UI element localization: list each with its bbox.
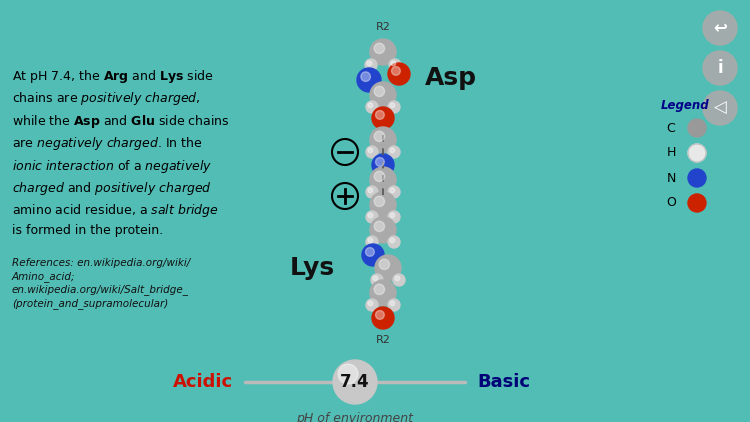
Circle shape xyxy=(368,148,373,153)
Circle shape xyxy=(374,196,385,206)
Circle shape xyxy=(366,186,378,198)
Circle shape xyxy=(338,364,358,384)
Circle shape xyxy=(374,131,385,141)
Circle shape xyxy=(376,157,384,166)
Circle shape xyxy=(372,154,394,176)
Circle shape xyxy=(370,167,396,193)
Circle shape xyxy=(390,213,394,218)
Text: References: en.wikipedia.org/wiki/
Amino_acid;
en.wikipedia.org/wiki/Salt_bridge: References: en.wikipedia.org/wiki/ Amino… xyxy=(12,258,190,309)
Text: i: i xyxy=(717,59,723,77)
Circle shape xyxy=(373,276,378,281)
Circle shape xyxy=(357,68,381,92)
Circle shape xyxy=(388,236,400,248)
Circle shape xyxy=(688,144,706,162)
Text: ◁: ◁ xyxy=(714,99,726,117)
Circle shape xyxy=(367,61,372,66)
Circle shape xyxy=(688,119,706,137)
Text: Acidic: Acidic xyxy=(172,373,233,391)
Circle shape xyxy=(389,59,401,71)
Circle shape xyxy=(370,280,396,306)
Text: R2: R2 xyxy=(376,335,391,345)
Circle shape xyxy=(376,311,384,319)
Circle shape xyxy=(368,188,373,193)
Circle shape xyxy=(366,211,378,223)
Circle shape xyxy=(388,211,400,223)
Circle shape xyxy=(368,213,373,218)
Circle shape xyxy=(392,67,400,75)
Circle shape xyxy=(388,101,400,113)
Circle shape xyxy=(380,259,389,270)
Circle shape xyxy=(703,51,737,85)
Circle shape xyxy=(374,43,385,54)
Circle shape xyxy=(365,59,377,71)
Circle shape xyxy=(366,101,378,113)
Text: R2: R2 xyxy=(376,22,391,32)
Circle shape xyxy=(370,39,396,65)
Circle shape xyxy=(368,238,373,243)
Circle shape xyxy=(370,82,396,108)
Circle shape xyxy=(390,301,394,306)
Circle shape xyxy=(395,276,400,281)
Text: Asp: Asp xyxy=(425,66,477,90)
Circle shape xyxy=(333,360,377,404)
Text: Lys: Lys xyxy=(290,256,335,280)
Text: ↩: ↩ xyxy=(713,19,727,37)
Circle shape xyxy=(388,299,400,311)
Circle shape xyxy=(371,274,383,286)
Text: At pH 7.4, the $\mathbf{Arg}$ and $\mathbf{Lys}$ side
chains are $\mathbf{\mathi: At pH 7.4, the $\mathbf{Arg}$ and $\math… xyxy=(12,68,229,237)
Circle shape xyxy=(375,255,401,281)
Circle shape xyxy=(366,146,378,158)
Text: O: O xyxy=(666,197,676,209)
Circle shape xyxy=(390,103,394,108)
Circle shape xyxy=(368,103,373,108)
Circle shape xyxy=(366,236,378,248)
Text: Legend: Legend xyxy=(661,99,710,112)
Circle shape xyxy=(361,72,370,81)
Circle shape xyxy=(365,248,374,256)
Circle shape xyxy=(376,111,384,119)
Circle shape xyxy=(688,169,706,187)
Circle shape xyxy=(374,86,385,97)
Circle shape xyxy=(390,238,394,243)
Text: H: H xyxy=(666,146,676,160)
Circle shape xyxy=(688,194,706,212)
Text: Basic: Basic xyxy=(477,373,530,391)
Circle shape xyxy=(370,127,396,153)
Circle shape xyxy=(374,171,385,181)
Circle shape xyxy=(388,186,400,198)
Circle shape xyxy=(372,107,394,129)
Circle shape xyxy=(703,91,737,125)
Circle shape xyxy=(393,274,405,286)
Circle shape xyxy=(391,61,396,66)
Circle shape xyxy=(703,11,737,45)
Circle shape xyxy=(388,146,400,158)
Circle shape xyxy=(370,217,396,243)
Circle shape xyxy=(390,188,394,193)
Circle shape xyxy=(368,301,373,306)
Text: pH of environment: pH of environment xyxy=(296,412,413,422)
Circle shape xyxy=(374,284,385,295)
Text: N: N xyxy=(666,171,676,184)
Circle shape xyxy=(370,192,396,218)
Circle shape xyxy=(390,148,394,153)
Circle shape xyxy=(372,307,394,329)
Text: C: C xyxy=(667,122,675,135)
Circle shape xyxy=(388,63,410,85)
Circle shape xyxy=(374,221,385,232)
Text: 7.4: 7.4 xyxy=(340,373,370,391)
Circle shape xyxy=(362,244,384,266)
Circle shape xyxy=(366,299,378,311)
